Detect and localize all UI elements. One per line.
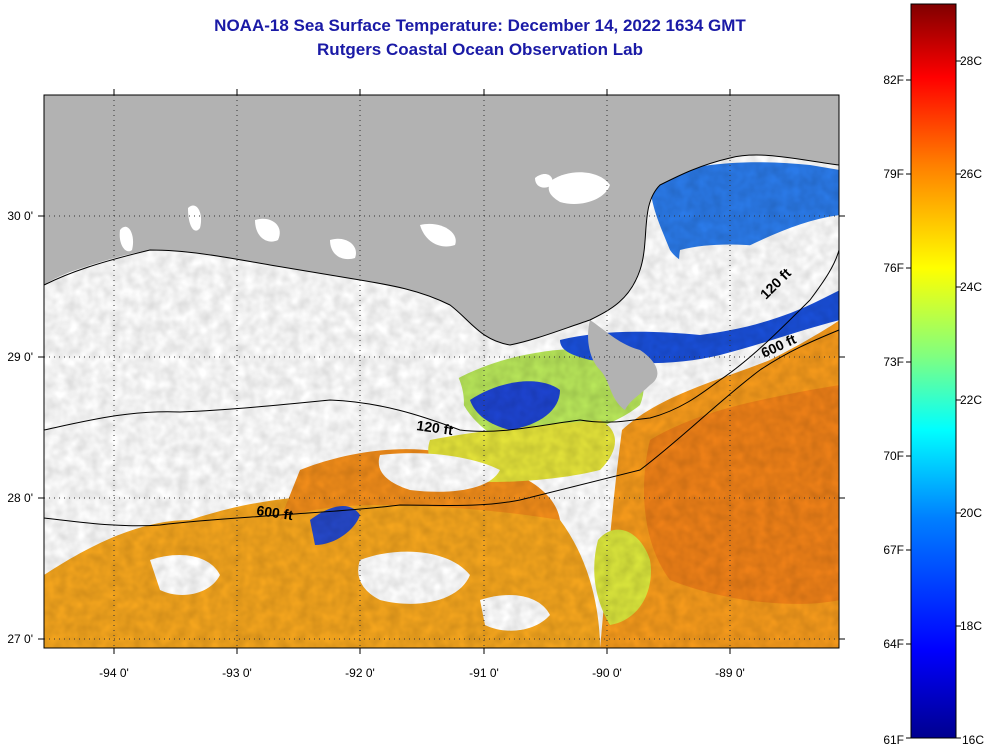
map-border [43,94,840,649]
delta-fingers [588,320,658,410]
colorbar-f-label: 76F [883,261,904,275]
map-ticks [38,89,845,654]
lake-small-3 [119,226,134,252]
contour-label-600ft-west: 600 ft [256,502,295,523]
lat-label: 27 0' [7,632,33,646]
coastline [43,154,840,346]
colorbar-c-label: 16C [962,733,984,747]
lat-label: 28 0' [7,491,33,505]
lon-label: -93 0' [222,666,252,680]
colorbar-f-label: 82F [883,73,904,87]
colorbar-c-label: 22C [960,393,982,407]
lon-label: -92 0' [345,666,375,680]
sst-field [44,95,839,648]
map-subtitle: Rutgers Coastal Ocean Observation Lab [317,40,643,59]
colorbar-ticks [906,60,961,739]
colorbar-c-label: 26C [960,167,982,181]
colorbar-c-label: 18C [960,619,982,633]
contour-120ft [43,249,840,432]
lon-label: -91 0' [469,666,499,680]
lake-small-1 [535,174,553,188]
lake-pontchartrain [548,172,610,205]
colorbar-f-label: 64F [883,637,904,651]
colorbar-f-label: 67F [883,543,904,557]
colorbar-c-label: 20C [960,506,982,520]
contour-label-120ft-west: 120 ft [416,417,455,438]
colorbar-f-label: 73F [883,355,904,369]
land-mass [44,95,839,345]
graticule [44,95,839,648]
contour-600ft [43,329,840,527]
colorbar-f-label: 70F [883,449,904,463]
colorbar [910,3,957,739]
lon-label: -89 0' [715,666,745,680]
colorbar-c-label: 28C [960,54,982,68]
lake-small-2 [188,205,202,231]
lake-small-6 [330,238,356,260]
lon-label: -94 0' [99,666,129,680]
lat-label: 30 0' [7,209,33,223]
map-title: NOAA-18 Sea Surface Temperature: Decembe… [214,16,746,35]
colorbar-c-label: 24C [960,280,982,294]
lat-label: 29 0' [7,350,33,364]
colorbar-f-label: 61F [883,733,904,747]
lake-small-4 [255,218,280,242]
colorbar-f-label: 79F [883,167,904,181]
lon-label: -90 0' [592,666,622,680]
lake-small-5 [420,223,456,247]
